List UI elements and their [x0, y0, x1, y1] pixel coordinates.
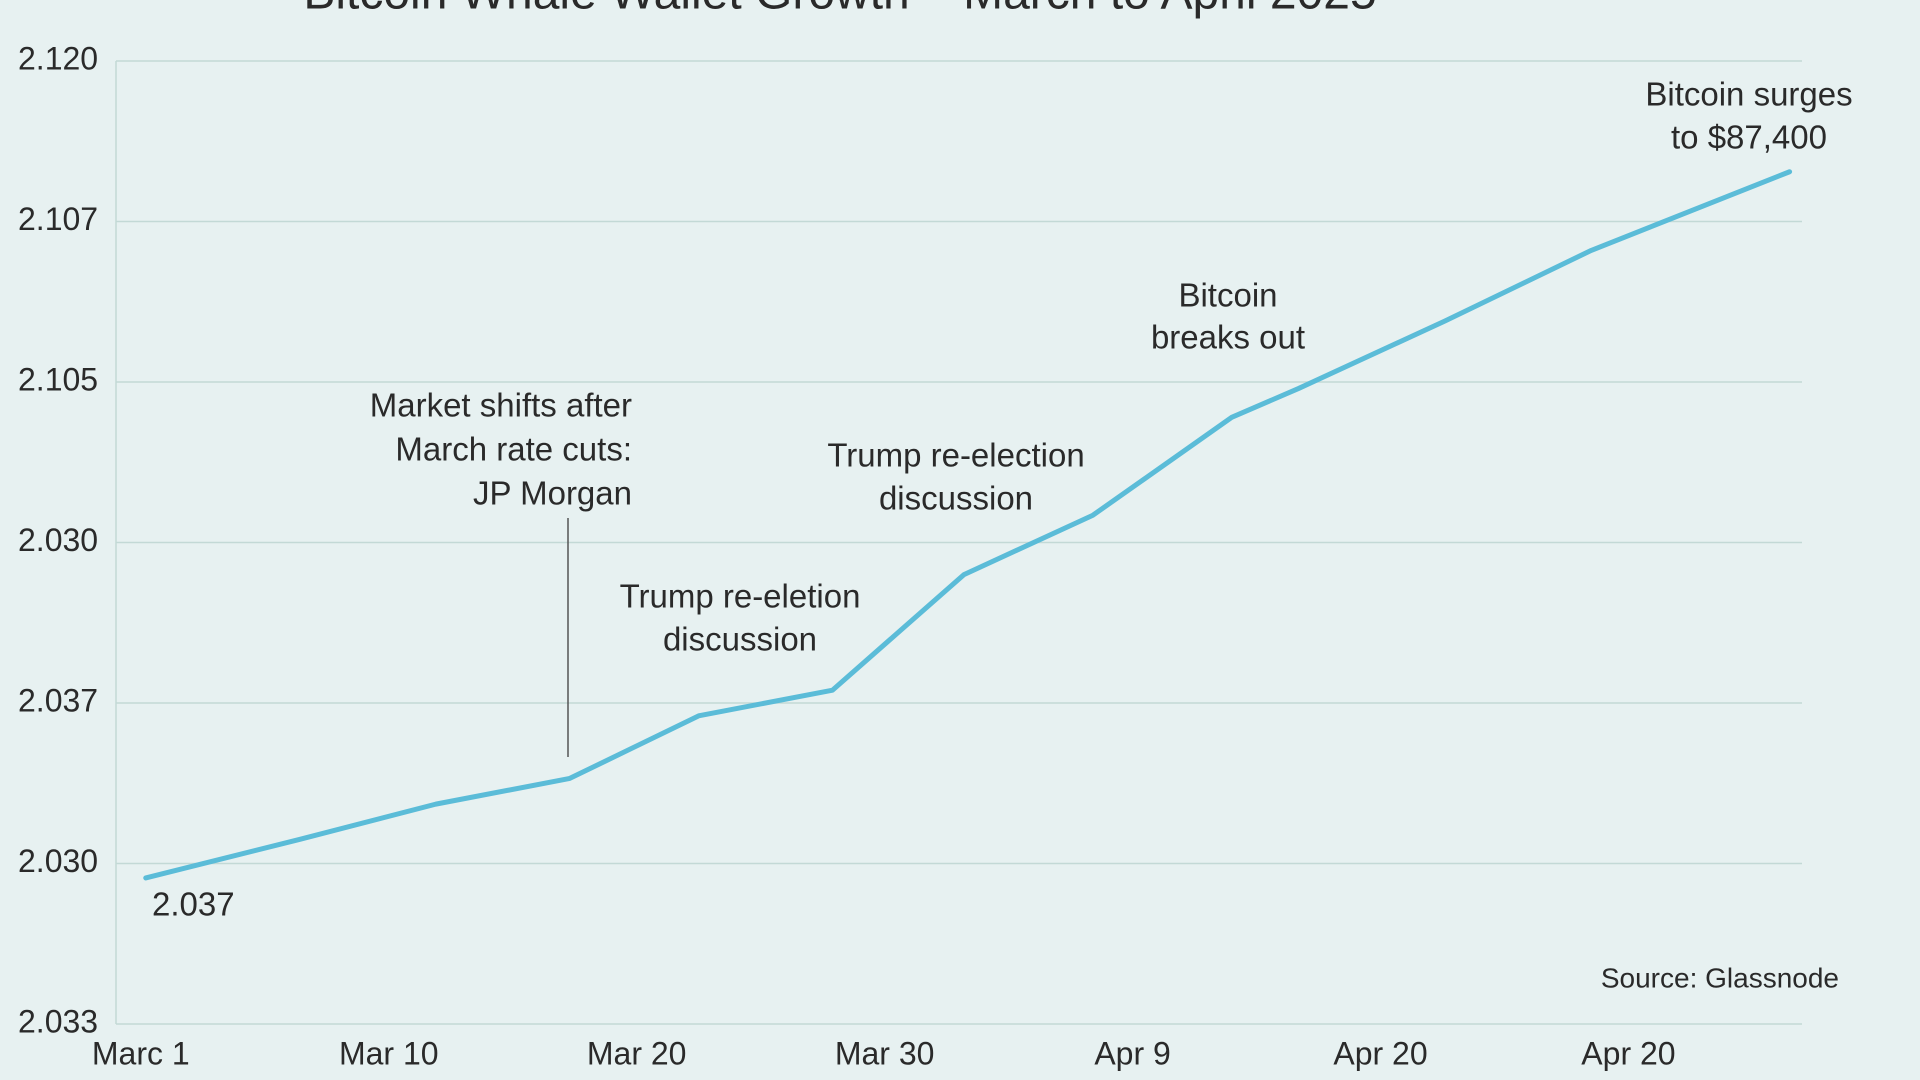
x-tick-label: Mar 30: [835, 1035, 935, 1071]
y-tick-label: 2.030: [18, 843, 98, 879]
annotation: Bitcoin: [1178, 277, 1277, 314]
x-tick-label: Apr 20: [1581, 1035, 1675, 1071]
data-line: [143, 169, 1793, 881]
annotation: discussion: [879, 480, 1033, 517]
annotation: Trump re-election: [827, 437, 1084, 474]
y-tick-label: 2.030: [18, 522, 98, 558]
y-tick-label: 2.120: [18, 40, 98, 76]
annotation: 2.037: [152, 886, 235, 923]
x-tick-label: Mar 10: [339, 1035, 439, 1071]
annotation: JP Morgan: [473, 475, 632, 512]
annotation: to $87,400: [1671, 119, 1827, 156]
x-tick-label: Apr 9: [1094, 1035, 1170, 1071]
annotation: March rate cuts:: [395, 431, 632, 468]
y-tick-label: 2.033: [18, 1003, 98, 1039]
annotation: Trump re-eletion: [620, 578, 861, 615]
chart-title: Bitcoin Whale Wallet Growth – March to A…: [303, 0, 1376, 20]
x-tick-label: Apr 20: [1333, 1035, 1427, 1071]
annotation: discussion: [663, 621, 817, 658]
annotation: Market shifts after: [370, 387, 632, 424]
x-tick-label: Mar 20: [587, 1035, 687, 1071]
y-tick-label: 2.037: [18, 682, 98, 718]
y-tick-label: 2.105: [18, 361, 98, 397]
annotation: Bitcoin surges: [1645, 76, 1852, 113]
x-tick-label: Marc 1: [92, 1035, 190, 1071]
y-tick-label: 2.107: [18, 201, 98, 237]
annotation: breaks out: [1151, 319, 1305, 356]
source-note: Source: Glassnode: [1601, 962, 1839, 993]
